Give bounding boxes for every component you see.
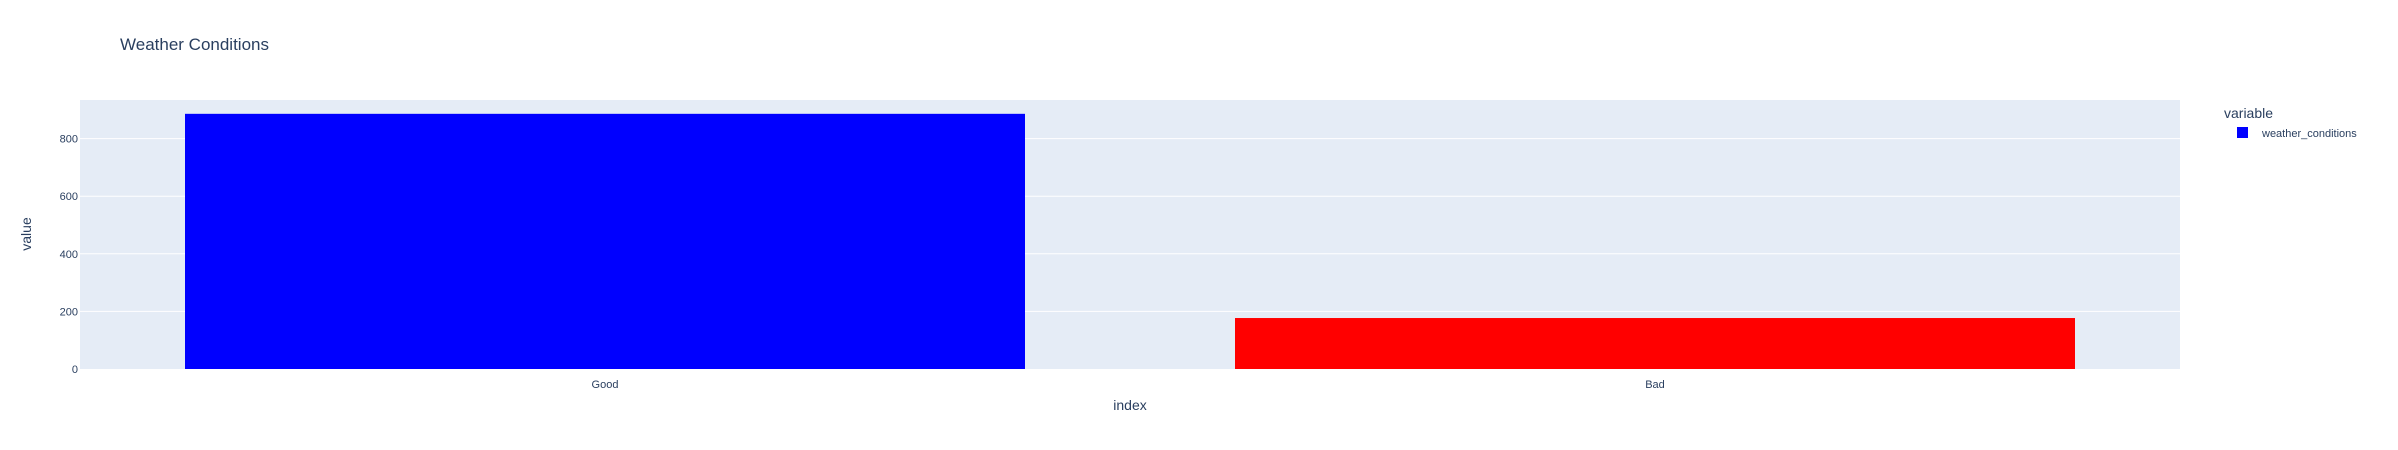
legend-title: variable xyxy=(2224,105,2273,121)
y-tick-labels: 0 200 400 600 800 xyxy=(60,134,78,376)
y-tick-label: 800 xyxy=(60,134,78,146)
legend-label: weather_conditions xyxy=(2261,128,2357,140)
chart-title: Weather Conditions xyxy=(120,35,269,54)
legend-swatch xyxy=(2237,127,2248,138)
y-axis-title: value xyxy=(18,217,34,251)
x-axis-title: index xyxy=(1113,397,1146,413)
x-tick-labels: Good Bad xyxy=(592,379,1665,391)
bar-good[interactable] xyxy=(185,113,1025,370)
y-tick-label: 200 xyxy=(60,306,78,318)
x-tick-label: Bad xyxy=(1645,379,1665,391)
y-tick-label: 0 xyxy=(72,364,78,376)
x-tick-label: Good xyxy=(592,379,619,391)
bar-bad[interactable] xyxy=(1235,318,2075,369)
y-tick-label: 400 xyxy=(60,249,78,261)
y-tick-label: 600 xyxy=(60,191,78,203)
bars[interactable] xyxy=(185,113,2075,370)
legend-item[interactable]: weather_conditions xyxy=(2237,127,2357,140)
